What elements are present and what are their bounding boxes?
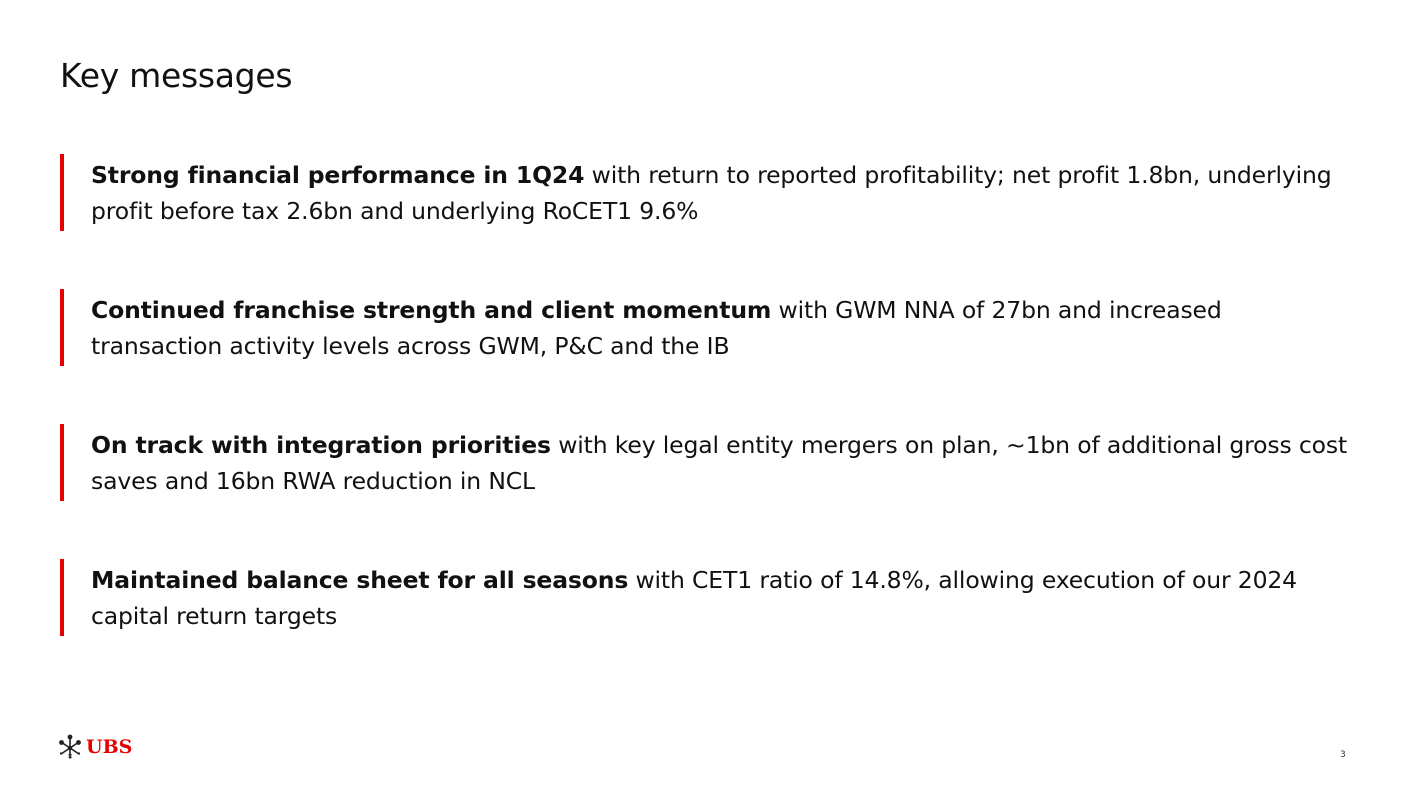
ubs-wordmark: UBS [86, 736, 133, 758]
key-message-heading: Strong financial performance in 1Q24 [91, 161, 585, 189]
page-number: 3 [1340, 750, 1346, 760]
page-title: Key messages [60, 56, 293, 95]
key-message-heading: Continued franchise strength and client … [91, 296, 772, 324]
accent-bar [60, 154, 64, 231]
key-message-detail: with key legal entity mergers on plan, ~… [91, 431, 1348, 495]
accent-bar [60, 559, 64, 636]
accent-bar [60, 289, 64, 366]
ubs-logo: UBS [58, 734, 132, 760]
key-messages-list: Strong financial performance in 1Q24 wit… [60, 154, 1350, 694]
key-message-2: Continued franchise strength and client … [60, 289, 1350, 367]
key-message-3: On track with integration priorities wit… [60, 424, 1350, 502]
key-message-heading: On track with integration priorities [91, 431, 551, 459]
key-message-text: Maintained balance sheet for all seasons… [91, 559, 1350, 634]
accent-bar [60, 424, 64, 501]
key-message-heading: Maintained balance sheet for all seasons [91, 566, 629, 594]
key-message-detail: with CET1 ratio of 14.8%, allowing execu… [91, 566, 1297, 630]
ubs-keys-icon [58, 734, 82, 760]
key-message-detail: with GWM NNA of 27bn and increased trans… [91, 296, 1222, 360]
key-message-text: On track with integration priorities wit… [91, 424, 1350, 499]
key-message-text: Strong financial performance in 1Q24 wit… [91, 154, 1350, 229]
key-message-text: Continued franchise strength and client … [91, 289, 1350, 364]
key-message-1: Strong financial performance in 1Q24 wit… [60, 154, 1350, 232]
key-message-detail: with return to reported profitability; n… [91, 161, 1332, 225]
key-message-4: Maintained balance sheet for all seasons… [60, 559, 1350, 637]
